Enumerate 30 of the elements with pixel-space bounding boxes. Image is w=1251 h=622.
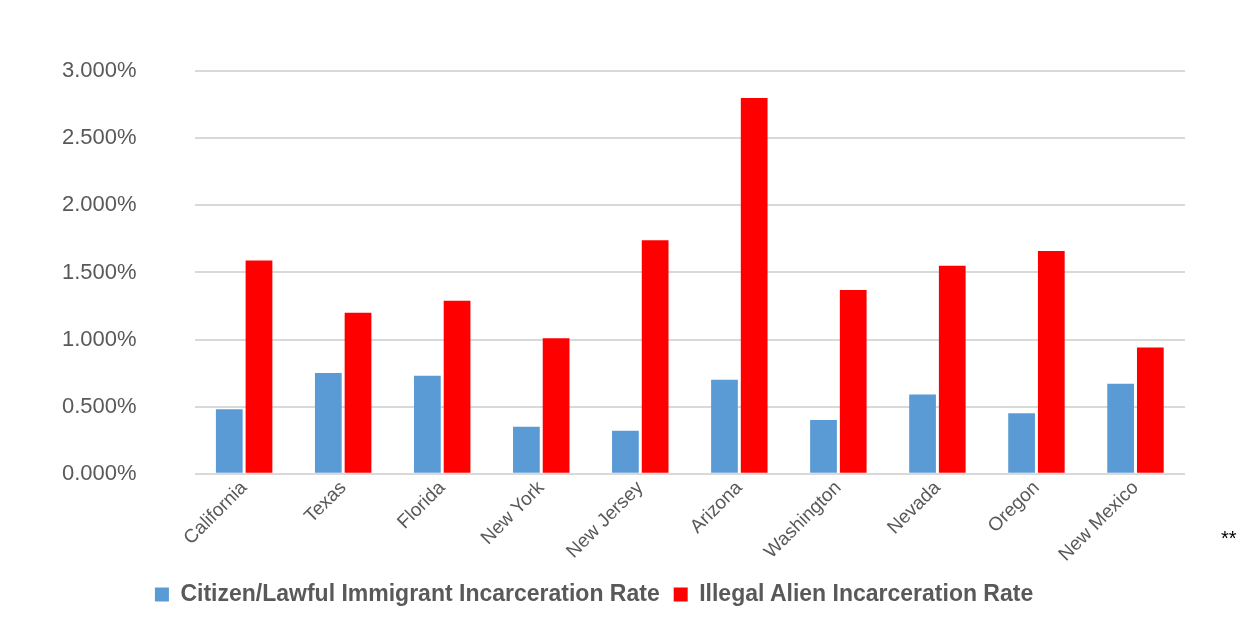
bar bbox=[1008, 413, 1035, 473]
bar bbox=[314, 373, 342, 473]
y-tick-label: 3.000% bbox=[61, 57, 137, 83]
bar bbox=[641, 240, 669, 473]
bar bbox=[245, 260, 273, 473]
bar bbox=[740, 98, 768, 473]
bar bbox=[711, 379, 738, 473]
bar bbox=[839, 289, 867, 473]
legend-label: Illegal Alien Incarceration Rate bbox=[699, 579, 1034, 606]
y-tick-label: 0.500% bbox=[61, 392, 137, 418]
y-tick-label: 2.500% bbox=[61, 124, 137, 150]
legend-label: Citizen/Lawful Immigrant Incarceration Rate bbox=[180, 579, 660, 606]
y-tick-label: 1.000% bbox=[61, 325, 137, 351]
bar bbox=[1037, 250, 1065, 473]
y-tick-label: 1.500% bbox=[61, 258, 137, 284]
bar bbox=[938, 265, 966, 473]
text: ** bbox=[1221, 527, 1237, 550]
bar bbox=[443, 300, 471, 473]
bar bbox=[413, 375, 441, 473]
y-tick-label: 2.000% bbox=[61, 191, 137, 217]
bar bbox=[542, 338, 570, 473]
bar bbox=[344, 312, 372, 473]
bar bbox=[513, 426, 540, 473]
bar bbox=[215, 409, 243, 473]
bar bbox=[612, 430, 639, 473]
bar bbox=[1136, 347, 1164, 473]
bar bbox=[810, 420, 837, 473]
bar bbox=[1107, 383, 1134, 473]
bar bbox=[909, 394, 936, 473]
y-tick-label: 0.000% bbox=[61, 459, 137, 485]
